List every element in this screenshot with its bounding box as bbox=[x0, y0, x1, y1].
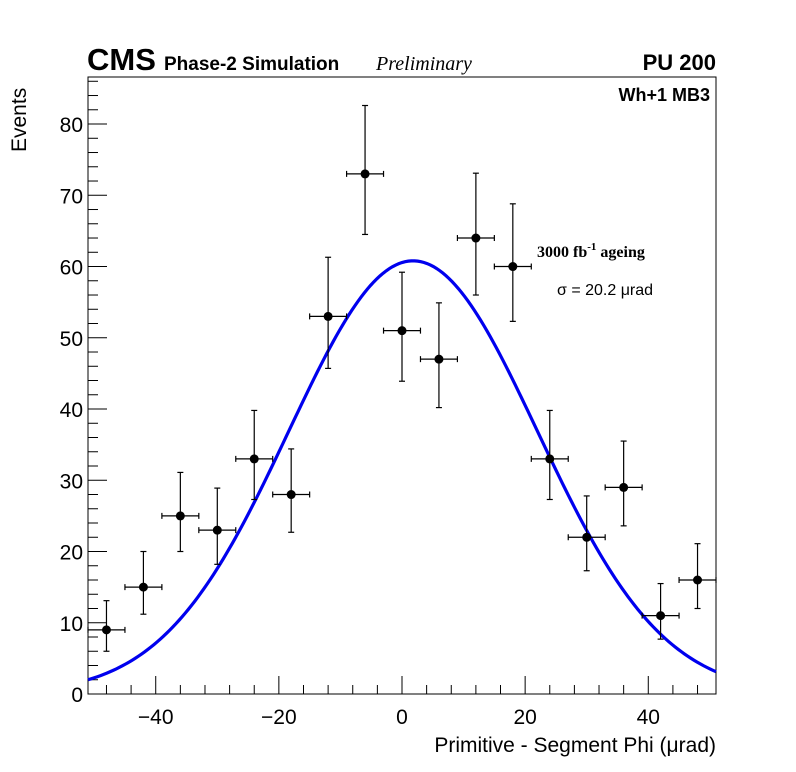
data-marker bbox=[212, 525, 222, 535]
luminosity-main: 3000 fb bbox=[537, 244, 587, 261]
plot-frame bbox=[87, 76, 717, 695]
data-marker bbox=[360, 169, 370, 179]
data-point bbox=[198, 487, 237, 565]
data-point bbox=[309, 256, 348, 370]
data-point bbox=[235, 409, 274, 501]
data-point bbox=[493, 203, 532, 322]
x-tick-label: 0 bbox=[396, 706, 408, 729]
data-point bbox=[345, 104, 385, 236]
axes: −40 −20 0 20 40 0 10 20 30 40 50 60 70 80 bbox=[60, 80, 699, 729]
y-tick-label: 30 bbox=[60, 470, 83, 493]
x-tick-label: −20 bbox=[261, 706, 297, 729]
x-tick-label: 20 bbox=[513, 706, 536, 729]
y-tick-label: 20 bbox=[60, 542, 83, 565]
y-tick-label: 40 bbox=[60, 399, 83, 422]
data-marker bbox=[138, 582, 148, 592]
y-tick-label: 50 bbox=[60, 328, 83, 351]
status-label: Preliminary bbox=[375, 53, 472, 75]
fit-curve bbox=[87, 259, 717, 682]
luminosity-superscript: -1 bbox=[587, 241, 596, 253]
data-marker bbox=[508, 262, 518, 272]
x-axis-title: Primitive - Segment Phi (μrad) bbox=[434, 734, 716, 757]
data-marker bbox=[545, 454, 555, 464]
luminosity-suffix: ageing bbox=[596, 244, 644, 261]
fit-curve-group bbox=[87, 259, 717, 682]
data-point bbox=[124, 550, 163, 615]
data-marker bbox=[286, 490, 296, 500]
x-tick-label: 40 bbox=[637, 706, 660, 729]
data-point bbox=[87, 600, 126, 652]
data-marker bbox=[471, 233, 481, 243]
data-points-group bbox=[87, 104, 717, 652]
data-point bbox=[567, 495, 606, 572]
data-marker bbox=[693, 575, 703, 585]
data-point bbox=[419, 302, 459, 409]
subtitle-label: Phase-2 Simulation bbox=[164, 54, 339, 75]
chamber-label: Wh+1 MB3 bbox=[618, 85, 710, 105]
data-marker bbox=[582, 532, 592, 542]
data-point bbox=[456, 172, 495, 296]
y-tick-label: 80 bbox=[60, 114, 83, 137]
data-point bbox=[382, 271, 422, 382]
y-tick-label: 0 bbox=[71, 684, 83, 707]
data-marker bbox=[101, 625, 111, 635]
y-tick-label: 70 bbox=[60, 185, 83, 208]
data-marker bbox=[323, 311, 333, 321]
data-marker bbox=[397, 326, 407, 336]
luminosity-label: 3000 fb-1 ageing bbox=[537, 241, 645, 261]
y-tick-label: 10 bbox=[60, 613, 83, 636]
y-axis-title: Events bbox=[8, 88, 31, 152]
data-point bbox=[641, 582, 680, 640]
data-point bbox=[604, 440, 643, 527]
data-point bbox=[161, 471, 200, 553]
sigma-label: σ = 20.2 μrad bbox=[557, 282, 653, 299]
data-point bbox=[678, 543, 717, 610]
data-marker bbox=[656, 611, 666, 621]
y-tick-label: 60 bbox=[60, 257, 83, 280]
data-marker bbox=[175, 511, 185, 521]
cms-label: CMS bbox=[87, 42, 156, 77]
data-point bbox=[272, 448, 311, 533]
data-marker bbox=[249, 454, 259, 464]
data-marker bbox=[619, 482, 629, 492]
pileup-label: PU 200 bbox=[643, 50, 716, 75]
data-point bbox=[530, 409, 569, 501]
x-tick-label: −40 bbox=[138, 706, 174, 729]
data-marker bbox=[434, 354, 444, 364]
